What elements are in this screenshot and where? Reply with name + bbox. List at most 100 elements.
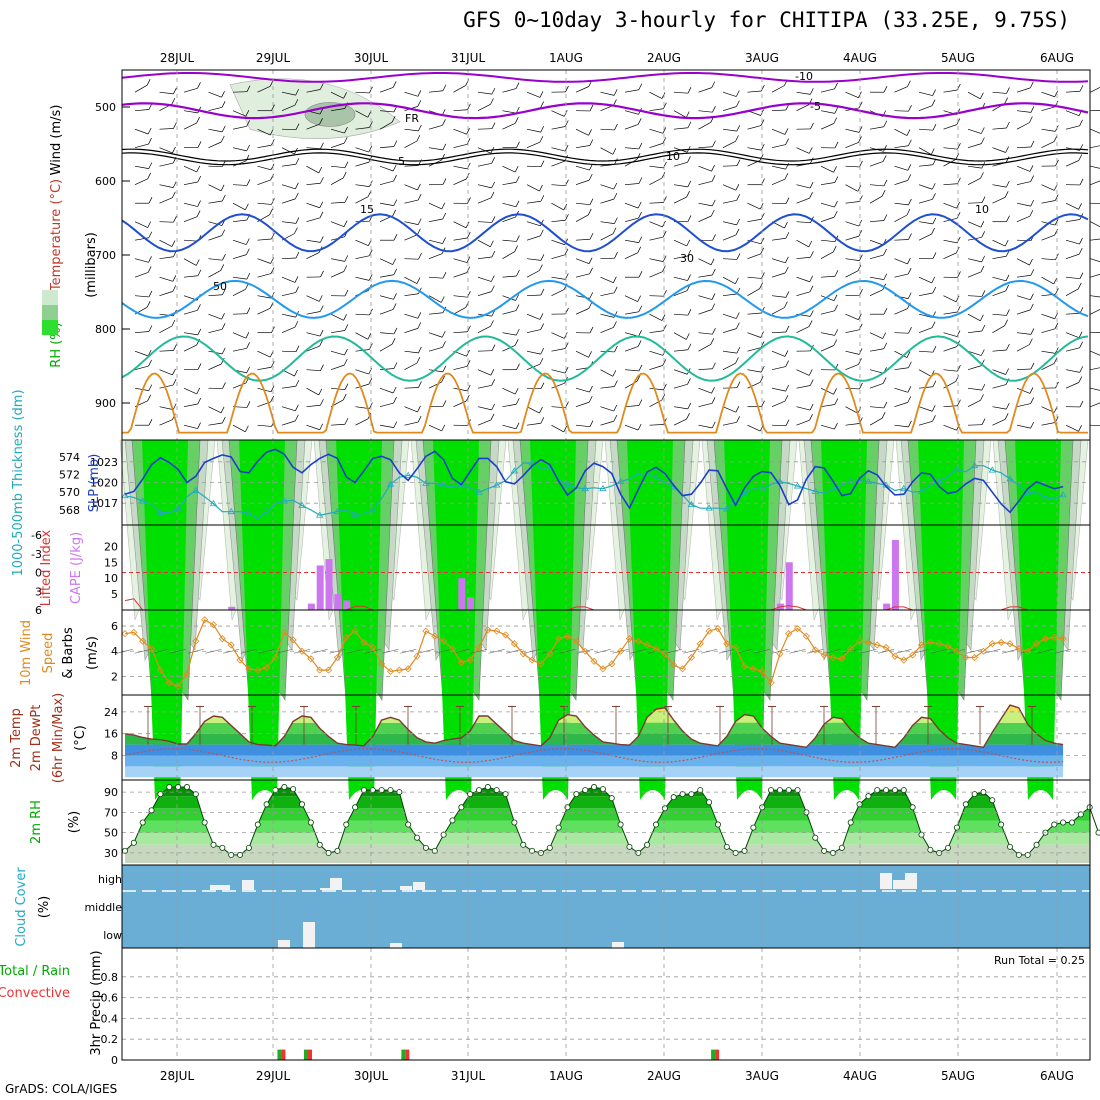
wind-barb (404, 276, 418, 284)
wind-barb-flag (710, 338, 715, 345)
wind-barb (1090, 350, 1100, 356)
wind-speed-point (855, 637, 864, 645)
wind-barb (624, 183, 639, 186)
date-label-top: 6AUG (1040, 51, 1074, 65)
wind-speed-point (634, 637, 642, 645)
rh-point (599, 786, 606, 793)
wind-barb-flag (760, 237, 765, 244)
legend-total-rain: Total / Rain (0, 964, 70, 979)
rh-point (307, 819, 314, 826)
wind-barb (649, 165, 664, 169)
wind-barb (1065, 332, 1080, 339)
wind-barb (796, 326, 810, 334)
rh-point (812, 834, 819, 841)
wind-barb-flag (1029, 258, 1033, 266)
wind-barb-flag (491, 403, 495, 411)
wind-barb (698, 309, 712, 315)
rh-contour-bright (918, 440, 964, 800)
wind-barb (796, 276, 810, 283)
thickness-point (687, 500, 696, 508)
wind-barb-flag (832, 245, 837, 253)
wind-barb-10m (240, 648, 257, 654)
wind-barb (428, 276, 443, 279)
wind-barb (134, 350, 149, 357)
freezing-level-2 (121, 152, 1089, 166)
wind-barb-flag (392, 258, 397, 265)
wind-barb (134, 272, 149, 278)
wind-barb (1016, 332, 1031, 335)
ylabel-cloud: Cloud Cover (14, 867, 29, 947)
wind-barb (894, 165, 908, 171)
wind-barb (1065, 202, 1079, 210)
precip-total-bar (401, 1049, 406, 1060)
wind-barb (698, 344, 711, 352)
wind-barb (404, 234, 418, 241)
wind-barb-flag (1005, 146, 1009, 153)
wind-barb-flag (712, 328, 716, 335)
thickness-point (829, 485, 837, 492)
rh-point (529, 847, 536, 854)
wind-barb-flag (246, 307, 251, 314)
wind-barb (722, 406, 737, 413)
wind-barb (477, 91, 492, 95)
wind-barb-flag (662, 255, 667, 262)
wind-speed-point (360, 638, 368, 646)
wind-barb (722, 276, 736, 285)
wind-barb (918, 233, 932, 241)
wind-barb (183, 332, 198, 336)
wind-barb (771, 85, 785, 93)
wind-barb-flag (319, 340, 323, 347)
wind-barb-flag (810, 310, 814, 317)
wind-barb (673, 290, 688, 297)
wind-barb (649, 177, 663, 186)
wind-barb (673, 110, 687, 118)
wind-barb (722, 106, 737, 112)
wind-barb-flag (663, 383, 667, 391)
wind-barb (208, 406, 222, 414)
wind-barb (477, 419, 492, 426)
wind-barb (771, 272, 786, 278)
wind-barb (967, 258, 982, 263)
wind-barb (232, 202, 246, 211)
wind-speed-point (811, 646, 819, 654)
wind-barb-flag (907, 396, 912, 403)
wind-barb-flag (1005, 402, 1010, 410)
wind-barb-flag (810, 88, 814, 95)
wind-barb (943, 202, 957, 209)
wind-barb-flag (564, 120, 569, 127)
rh-point (139, 819, 146, 826)
y-tick-label: 700 (95, 249, 116, 262)
wind-barb (575, 387, 590, 393)
rh-point (228, 851, 235, 858)
isotherm-15 (121, 335, 1089, 382)
wind-barb (183, 275, 198, 278)
wind-barb (208, 313, 222, 320)
wind-barb-10m (364, 648, 381, 654)
rh-point (794, 787, 801, 794)
wind-barb (1016, 403, 1031, 408)
wind-barb-flag (1077, 282, 1082, 290)
wind-barb-flag (908, 233, 912, 240)
wind-barb (453, 365, 468, 371)
wind-barb-flag (220, 406, 225, 413)
wind-barb-flag (514, 339, 519, 346)
wind-speed-point (705, 627, 713, 635)
rh-point (670, 794, 677, 801)
wind-barb (649, 399, 663, 408)
wind-barb (820, 216, 835, 223)
wind-speed-point (590, 657, 598, 665)
wind-barb (330, 201, 345, 204)
precip-total-bar (277, 1049, 282, 1060)
cape-bar (228, 606, 236, 610)
cape-bar (467, 597, 475, 610)
wind-barb (796, 419, 810, 426)
rh-point (856, 801, 863, 808)
wind-barb (918, 406, 933, 412)
wind-speed-point (988, 640, 996, 648)
rh-point (971, 791, 978, 798)
wind-barb-flag (491, 275, 495, 282)
wind-barb-flag (319, 211, 324, 218)
wind-barb (404, 165, 419, 167)
wind-barb (159, 184, 174, 188)
wind-barb (1065, 312, 1080, 315)
